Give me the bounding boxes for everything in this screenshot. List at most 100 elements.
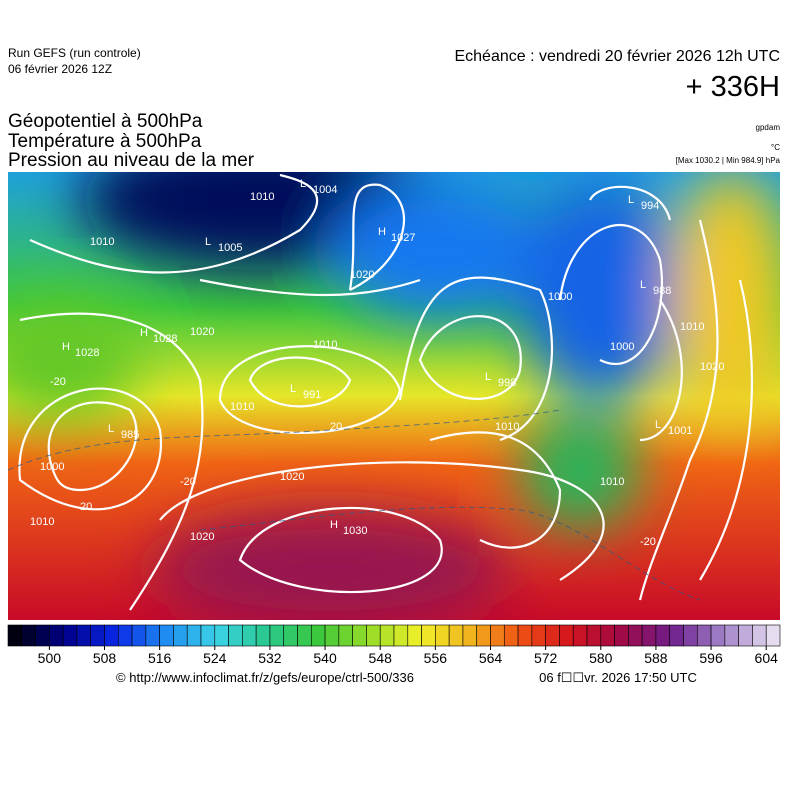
colorbar-cell bbox=[21, 624, 36, 647]
colorbar-cell bbox=[379, 624, 395, 647]
center-value: 1028 bbox=[153, 333, 177, 345]
colorbar-cell bbox=[352, 624, 367, 647]
colorbar-cell bbox=[7, 624, 23, 647]
map: L 1004 L 1005 H 1027 L 994 L 988 H 1028 H 1028 L 991 L 98… bbox=[8, 172, 780, 620]
colorbar-tick-label: 548 bbox=[369, 650, 393, 666]
center-kind: H bbox=[378, 226, 386, 238]
center-kind: H bbox=[62, 341, 70, 353]
contour-label: 1010 bbox=[680, 321, 704, 333]
colorbar-cell bbox=[117, 624, 133, 647]
colorbar-cell bbox=[614, 624, 629, 647]
unit: [Max 1030.2 | Min 984.9] hPa bbox=[676, 156, 781, 165]
footer-url: © http://www.infoclimat.fr/z/gefs/europe… bbox=[116, 670, 414, 685]
contour-label: 1010 bbox=[250, 191, 274, 203]
center-kind: L bbox=[628, 194, 634, 206]
colorbar-cell bbox=[628, 624, 643, 647]
colorbar-tick-label: 604 bbox=[755, 650, 779, 666]
colorbar-cell bbox=[559, 624, 574, 647]
colorbar-cell bbox=[173, 624, 188, 647]
colorbar-cell bbox=[669, 624, 684, 647]
colorbar-cell bbox=[49, 624, 64, 647]
center-value: 1027 bbox=[391, 232, 415, 244]
contour-label: 1000 bbox=[610, 341, 634, 353]
center-value: 998 bbox=[498, 377, 516, 389]
contour-label: -20 bbox=[640, 536, 656, 548]
unit: gpdam bbox=[756, 123, 781, 132]
colorbar-cell bbox=[338, 624, 353, 647]
contour-label: 1010 bbox=[495, 421, 519, 433]
colorbar-tick-label: 564 bbox=[479, 650, 503, 666]
title: Pression au niveau de la mer bbox=[8, 150, 255, 171]
colorbar-cell bbox=[710, 624, 726, 647]
contour-label: 1010 bbox=[230, 401, 254, 413]
center-value: 991 bbox=[303, 389, 321, 401]
center-value: 1028 bbox=[75, 347, 99, 359]
colorbar-cell bbox=[90, 624, 105, 647]
colorbar-cell bbox=[738, 624, 753, 647]
colorbar-tick-label: 500 bbox=[38, 650, 62, 666]
contour-label: 1010 bbox=[600, 476, 624, 488]
colorbar-cell bbox=[600, 624, 615, 647]
contour-label: 1000 bbox=[40, 461, 64, 473]
center-kind: L bbox=[655, 419, 661, 431]
title: Géopotentiel à 500hPa bbox=[8, 111, 203, 132]
colorbar-cell bbox=[131, 624, 147, 647]
colorbar-cell bbox=[104, 624, 119, 647]
contour-label: 1020 bbox=[190, 531, 214, 543]
center-kind: H bbox=[140, 327, 148, 339]
colorbar-cell bbox=[407, 624, 422, 647]
colorbar-cell bbox=[462, 624, 478, 647]
center-kind: L bbox=[485, 371, 491, 383]
colorbar-cell bbox=[228, 624, 243, 647]
colorbar-tick-label: 580 bbox=[589, 650, 613, 666]
colorbar-cell bbox=[655, 624, 671, 647]
contour-label: 1020 bbox=[190, 326, 214, 338]
center-value: 1005 bbox=[218, 242, 242, 254]
contour-label: 1010 bbox=[30, 516, 54, 528]
colorbar-cell bbox=[683, 624, 698, 647]
title: Température à 500hPa bbox=[8, 131, 202, 152]
colorbar-tick-label: 588 bbox=[644, 650, 668, 666]
colorbar-cell bbox=[214, 624, 229, 647]
contour-label: 1000 bbox=[548, 291, 572, 303]
footer-time: 06 f☐☐vr. 2026 17:50 UTC bbox=[539, 670, 697, 685]
colorbar-cell bbox=[490, 624, 505, 647]
center-kind: L bbox=[640, 279, 646, 291]
colorbar-cell bbox=[35, 624, 50, 647]
colorbar-cell bbox=[586, 624, 602, 647]
colorbar-tick-label: 596 bbox=[699, 650, 723, 666]
colorbar-tick-label: 516 bbox=[148, 650, 172, 666]
colorbar-cell bbox=[572, 624, 588, 647]
colorbar-tick-label: 532 bbox=[258, 650, 282, 666]
colorbar-cell bbox=[752, 624, 767, 647]
center-kind: L bbox=[205, 236, 211, 248]
colorbar-cell bbox=[435, 624, 450, 647]
colorbar-tick-label: 540 bbox=[313, 650, 337, 666]
colorbar-tick-label: 524 bbox=[203, 650, 227, 666]
colorbar-cell bbox=[200, 624, 216, 647]
center-value: 1001 bbox=[668, 425, 692, 437]
contour-label: 20 bbox=[330, 421, 342, 433]
colorbar-cell bbox=[366, 624, 381, 647]
colorbar-cell bbox=[476, 624, 491, 647]
run: Run GEFS (run controle) bbox=[8, 46, 141, 60]
colorbar-cell bbox=[517, 624, 533, 647]
center-value: 1030 bbox=[343, 525, 367, 537]
contour-label: 1020 bbox=[350, 269, 374, 281]
colorbar-cell bbox=[724, 624, 739, 647]
colorbar-cell bbox=[159, 624, 174, 647]
contour-label: -20 bbox=[50, 376, 66, 388]
colorbar-tick-label: 508 bbox=[93, 650, 117, 666]
center-kind: L bbox=[108, 423, 114, 435]
unit: °C bbox=[771, 143, 780, 152]
colorbar-cell bbox=[503, 624, 519, 647]
colorbar-cell bbox=[696, 624, 712, 647]
colorbar-cell bbox=[242, 624, 257, 647]
contour-label: 1010 bbox=[90, 236, 114, 248]
colorbar-cell bbox=[324, 624, 340, 647]
colorbar-cell bbox=[448, 624, 464, 647]
center-value: 994 bbox=[641, 200, 659, 212]
contour-label: -20 bbox=[180, 476, 196, 488]
colorbar-cell bbox=[297, 624, 312, 647]
